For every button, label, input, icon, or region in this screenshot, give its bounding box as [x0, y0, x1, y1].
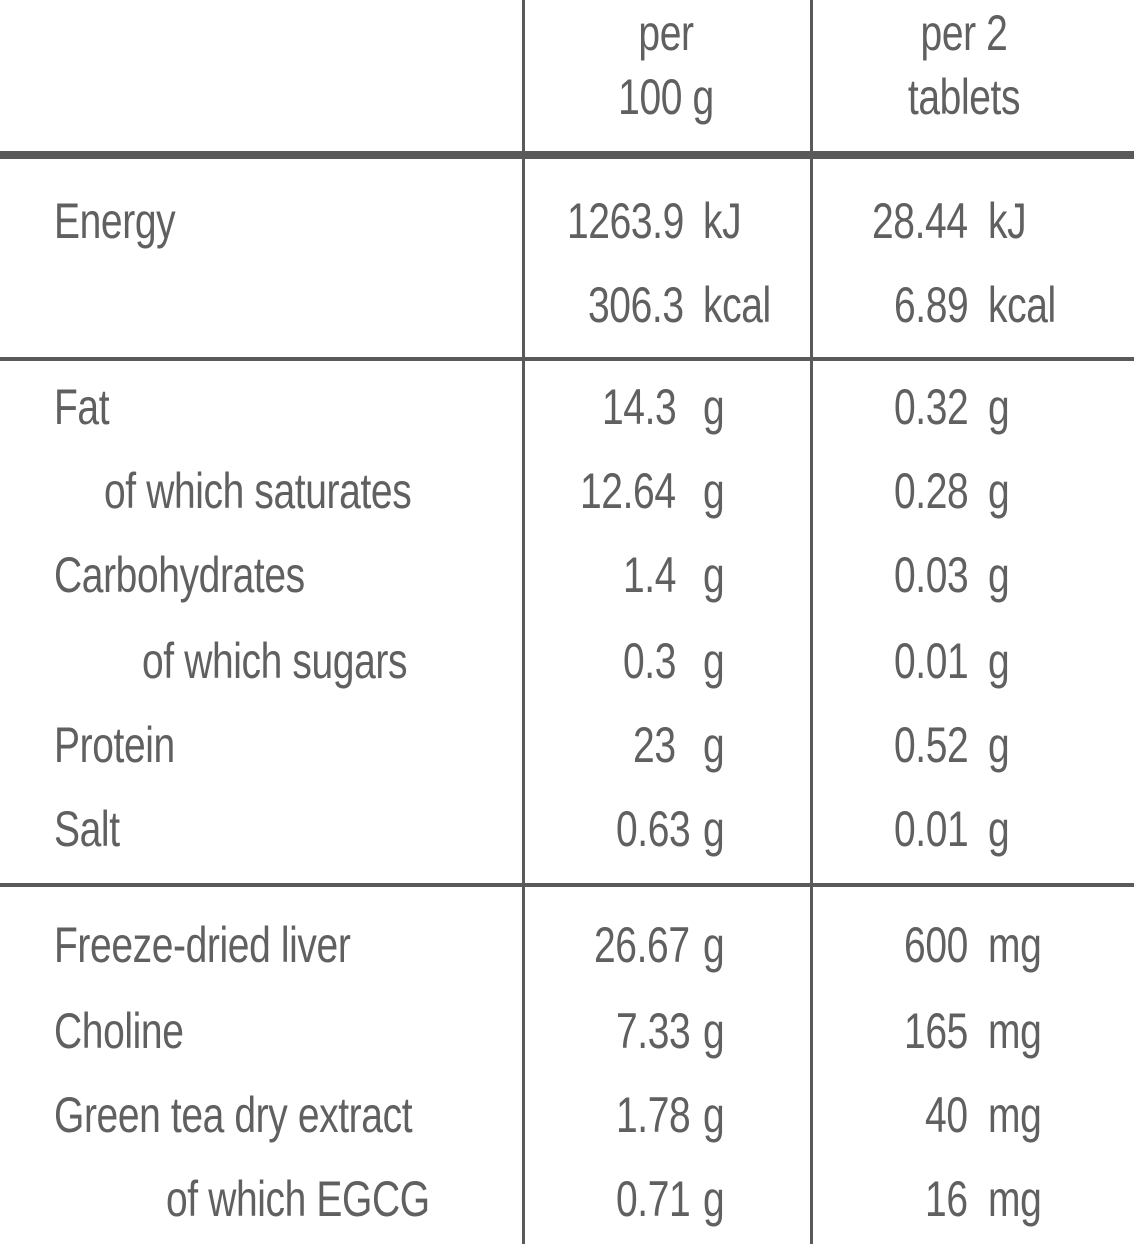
unit-per100: g	[703, 547, 725, 603]
unit-per2: g	[988, 379, 1010, 435]
ingredient-label: Freeze-dried liver	[54, 917, 351, 973]
nutrient-label: Protein	[54, 717, 175, 773]
value-per100: 23	[633, 717, 676, 773]
unit-per100: g	[703, 633, 725, 689]
header-col1-line1: per	[638, 5, 694, 61]
energy-per2-kcal-unit: kcal	[988, 277, 1056, 333]
value-per100: 26.67	[594, 917, 690, 973]
ingredient-label: of which EGCG	[166, 1171, 430, 1227]
column-divider-1	[522, 0, 525, 1244]
energy-per100-kcal-unit: kcal	[703, 277, 771, 333]
unit-per100: g	[703, 917, 725, 973]
energy-per100-kj-unit: kJ	[703, 193, 742, 249]
value-per2: 16	[925, 1171, 968, 1227]
nutrient-label: Energy	[54, 193, 176, 249]
header-col2-line1: per 2	[920, 5, 1008, 61]
value-per100: 12.64	[580, 463, 676, 519]
nutrient-label: Fat	[54, 379, 110, 435]
value-per100: 0.63	[615, 801, 691, 857]
energy-per2-kj-unit: kJ	[988, 193, 1027, 249]
unit-per2: g	[988, 717, 1010, 773]
header-col1-line2: 100 g	[618, 69, 714, 125]
energy-per2-kcal: 6.89	[893, 277, 969, 333]
value-per2: 600	[904, 917, 968, 973]
value-per2: 0.32	[893, 379, 969, 435]
value-per2: 0.03	[893, 547, 969, 603]
value-per2: 40	[925, 1087, 968, 1143]
value-per2: 0.52	[893, 717, 969, 773]
value-per100: 14.3	[601, 379, 677, 435]
nutrient-label: of which saturates	[104, 463, 412, 519]
unit-per2: mg	[988, 1171, 1042, 1227]
unit-per2: mg	[988, 1003, 1042, 1059]
unit-per100: g	[703, 801, 725, 857]
unit-per100: g	[703, 463, 725, 519]
ingredient-label: Choline	[54, 1003, 184, 1059]
value-per100: 1.4	[622, 547, 676, 603]
ingredient-label: Green tea dry extract	[54, 1087, 413, 1143]
value-per100: 7.33	[615, 1003, 691, 1059]
unit-per100: g	[703, 1003, 725, 1059]
unit-per2: g	[988, 801, 1010, 857]
energy-rule	[0, 357, 1134, 361]
unit-per2: mg	[988, 917, 1042, 973]
column-divider-2	[810, 0, 813, 1244]
nutrient-label: of which sugars	[142, 633, 408, 689]
unit-per2: g	[988, 463, 1010, 519]
unit-per100: g	[703, 379, 725, 435]
unit-per100: g	[703, 1171, 725, 1227]
value-per100: 0.3	[622, 633, 676, 689]
header-rule	[0, 151, 1134, 159]
value-per2: 0.01	[893, 801, 969, 857]
nutrients-rule	[0, 883, 1134, 887]
nutrient-label: Salt	[54, 801, 120, 857]
unit-per100: g	[703, 1087, 725, 1143]
value-per2: 0.28	[893, 463, 969, 519]
value-per2: 0.01	[893, 633, 969, 689]
unit-per2: mg	[988, 1087, 1042, 1143]
unit-per2: g	[988, 547, 1010, 603]
energy-per100-kcal: 306.3	[588, 277, 684, 333]
nutrient-label: Carbohydrates	[54, 547, 305, 603]
header-col2-line2: tablets	[907, 69, 1021, 125]
energy-per2-kj: 28.44	[872, 193, 968, 249]
value-per100: 1.78	[615, 1087, 691, 1143]
value-per2: 165	[904, 1003, 968, 1059]
energy-per100-kj: 1263.9	[567, 193, 684, 249]
value-per100: 0.71	[615, 1171, 691, 1227]
unit-per100: g	[703, 717, 725, 773]
unit-per2: g	[988, 633, 1010, 689]
